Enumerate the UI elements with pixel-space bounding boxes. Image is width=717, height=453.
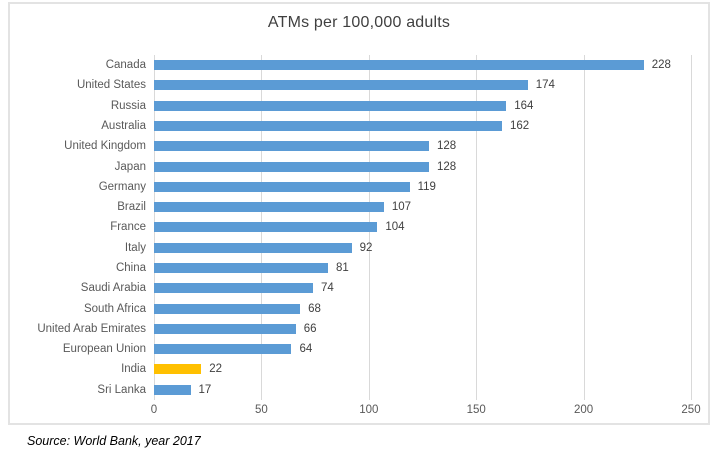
bar-row: 104 [154, 217, 691, 237]
bar-row: 92 [154, 238, 691, 258]
category-axis: Canada United States Russia Australia United… [10, 55, 146, 400]
bar-row: 162 [154, 116, 691, 136]
bar-south-africa [154, 303, 301, 314]
bar-row: 17 [154, 380, 691, 400]
bar-row: 128 [154, 156, 691, 176]
category-label: South Africa [83, 302, 146, 315]
chart-container: ATMs per 100,000 adults 228 174 164 162 128 1… [8, 2, 710, 425]
bar-india [154, 364, 202, 375]
category-label: Germany [98, 180, 146, 193]
gridline-250 [691, 55, 692, 400]
bar-saudi-arabia [154, 283, 313, 294]
bar-italy [154, 242, 352, 253]
bar-united-arab-emirates [154, 323, 296, 334]
x-tick-label: 250 [681, 404, 701, 416]
value-label: 162 [509, 119, 530, 132]
bar-rows: 228 174 164 162 128 128 119 107 104 92 81 74 68 66 64 2… [154, 55, 691, 400]
x-tick-label: 0 [150, 404, 158, 416]
category-label: Canada [105, 59, 146, 72]
bar-row: 68 [154, 298, 691, 318]
value-label: 66 [303, 322, 317, 335]
bar-france [154, 222, 378, 233]
chart-title: ATMs per 100,000 adults [267, 14, 451, 31]
category-label: India [121, 363, 146, 376]
bar-row: 107 [154, 197, 691, 217]
category-label: Russia [110, 99, 146, 112]
bar-united-kingdom [154, 141, 429, 152]
bar-united-states [154, 80, 528, 91]
category-label: France [110, 221, 146, 234]
x-tick-label: 150 [466, 404, 486, 416]
category-label: European Union [62, 343, 146, 356]
bar-china [154, 262, 328, 273]
value-label: 64 [299, 343, 313, 356]
value-label: 68 [308, 302, 321, 315]
bar-row: 119 [154, 177, 691, 197]
bar-european-union [154, 344, 292, 355]
bar-japan [154, 161, 429, 172]
x-tick-label: 50 [254, 404, 268, 416]
bar-row: 66 [154, 319, 691, 339]
value-label: 92 [359, 241, 373, 254]
bar-row: 174 [154, 75, 691, 95]
bar-row: 22 [154, 359, 691, 379]
x-tick-label: 100 [359, 404, 379, 416]
bar-australia [154, 120, 502, 131]
x-tick-label: 200 [574, 404, 594, 416]
bar-sri-lanka [154, 384, 191, 395]
value-label: 164 [514, 99, 534, 112]
category-label: Australia [101, 119, 146, 132]
category-label: Japan [114, 160, 146, 173]
category-label: Sri Lanka [97, 383, 146, 396]
gridline-200 [583, 55, 585, 400]
bar-canada [154, 60, 644, 71]
gridline-150 [476, 55, 478, 400]
bar-row: 81 [154, 258, 691, 278]
value-label: 128 [436, 140, 457, 153]
value-label: 17 [198, 383, 212, 396]
value-label: 74 [320, 282, 334, 295]
value-label: 174 [535, 79, 555, 92]
category-label: United Arab Emirates [37, 322, 146, 335]
category-label: Saudi Arabia [80, 282, 146, 295]
plot-area: 228 174 164 162 128 128 119 107 104 92 81 74 68 66 64 2… [154, 55, 692, 400]
bar-row: 228 [154, 55, 691, 75]
bar-row: 128 [154, 136, 691, 156]
bar-row: 164 [154, 96, 691, 116]
bar-row: 74 [154, 278, 691, 298]
source-note: Source: World Bank, year 2017 [27, 434, 201, 448]
x-axis: 0 50 100 150 200 250 [150, 404, 701, 420]
bar-germany [154, 181, 410, 192]
bar-row: 64 [154, 339, 691, 359]
value-label: 119 [417, 180, 436, 193]
category-label: United Kingdom [64, 140, 146, 153]
category-label: Italy [124, 241, 146, 254]
value-label: 81 [335, 261, 349, 274]
value-label: 107 [391, 201, 412, 214]
bar-russia [154, 100, 507, 111]
category-label: United States [76, 79, 146, 92]
category-label: China [115, 261, 146, 274]
value-label: 228 [651, 59, 671, 72]
bar-brazil [154, 202, 384, 213]
value-label: 22 [209, 363, 223, 376]
value-label: 128 [436, 160, 457, 173]
category-label: Brazil [117, 201, 146, 214]
value-label: 104 [385, 221, 405, 234]
